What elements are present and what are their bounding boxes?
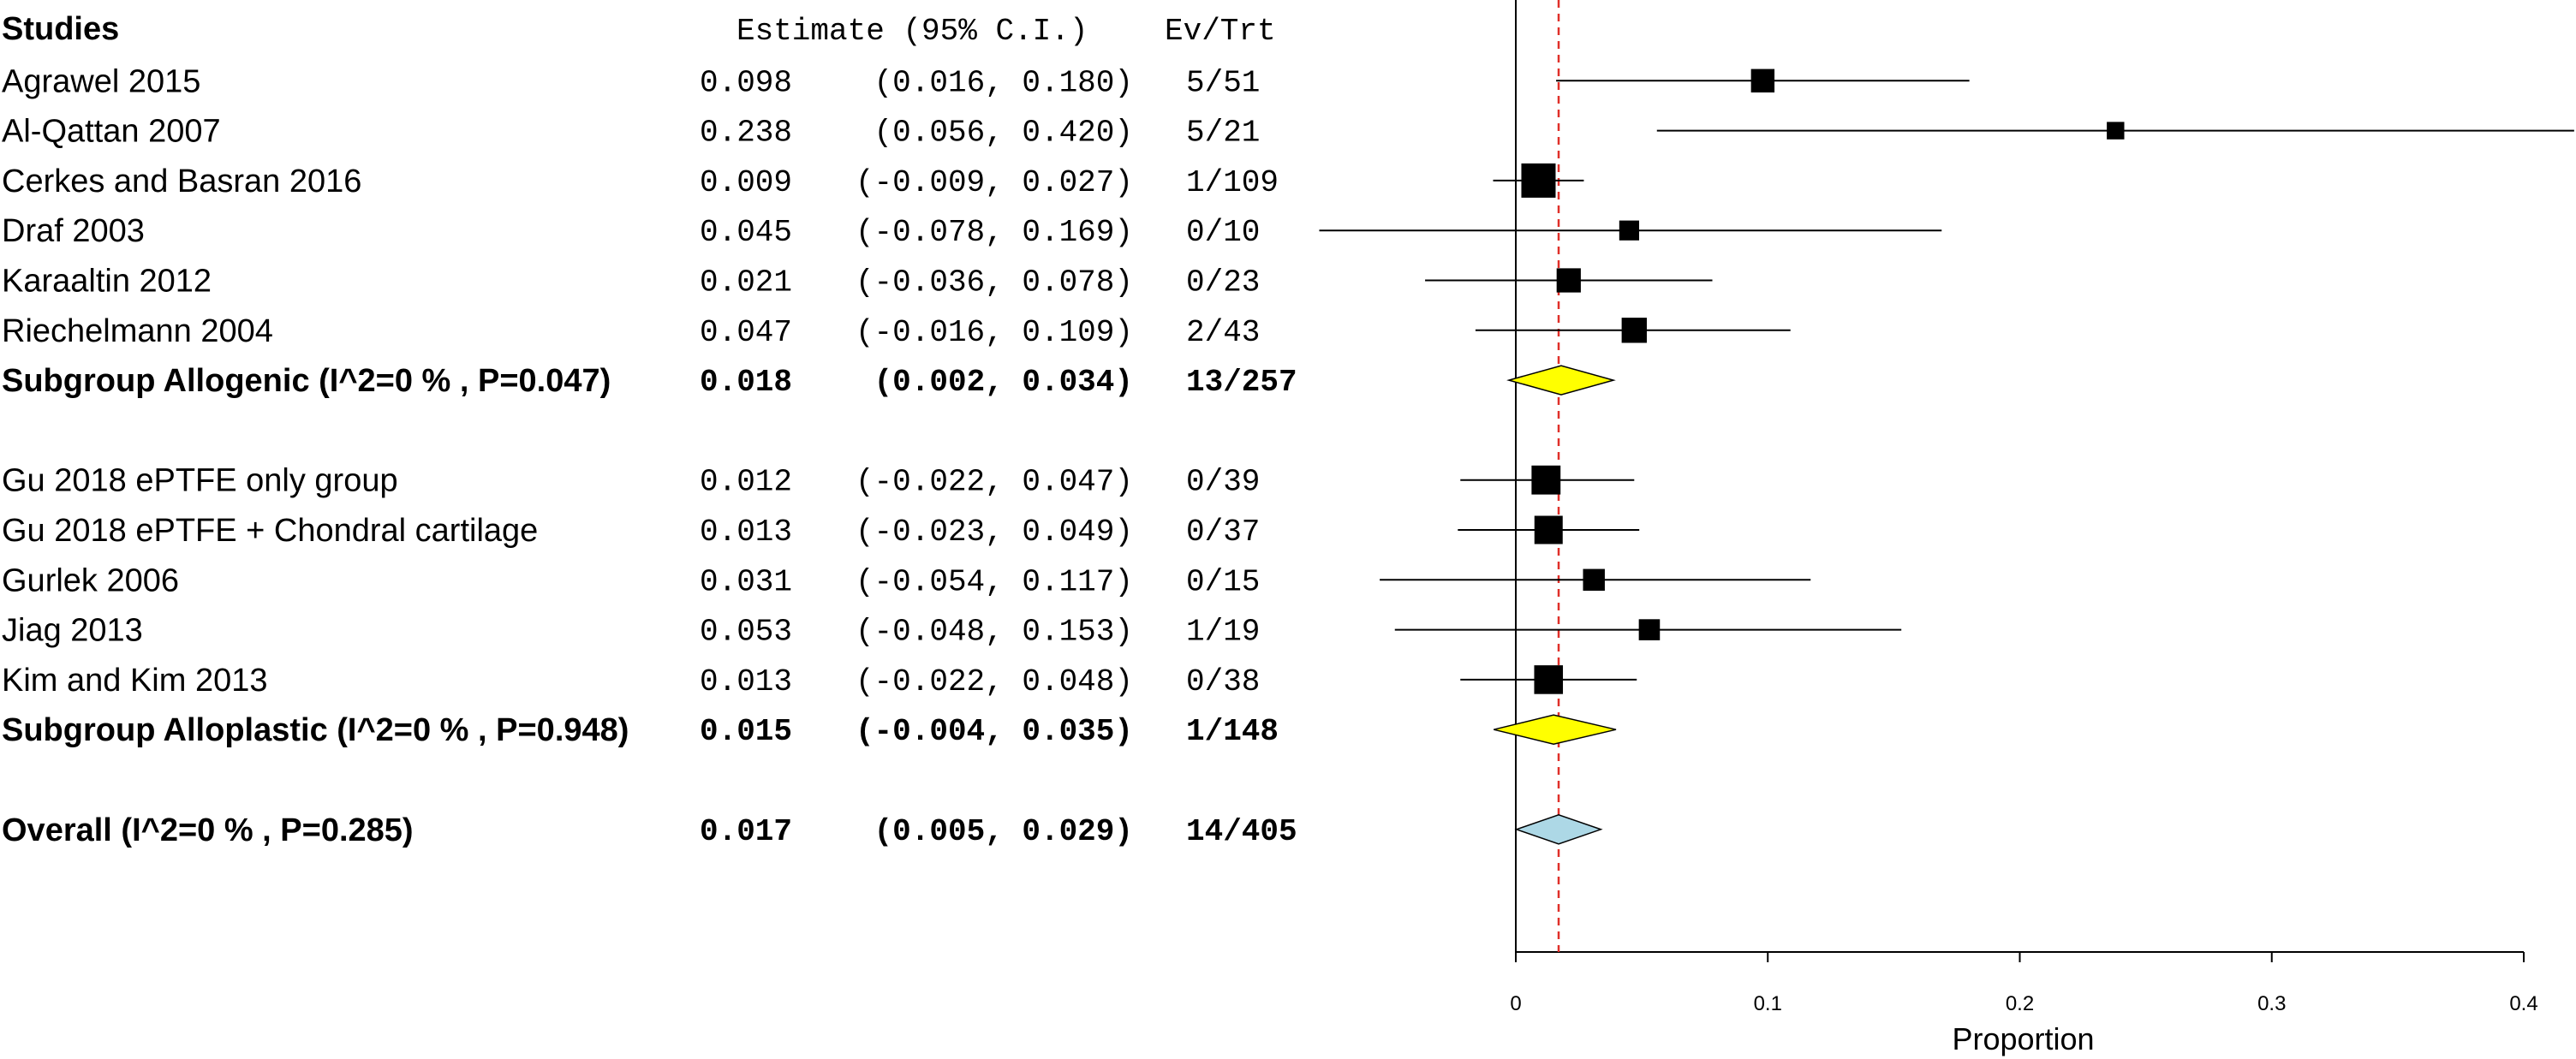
row-label: Draf 2003	[2, 213, 145, 249]
row-ci: (-0.016, 0.109)	[856, 315, 1133, 350]
row-estimate: 0.012	[700, 465, 792, 500]
row-ci: (-0.048, 0.153)	[856, 615, 1133, 650]
row-estimate: 0.013	[700, 664, 792, 699]
row-label: Agrawel 2015	[2, 63, 200, 99]
row-label: Gu 2018 ePTFE only group	[2, 463, 398, 499]
point-estimate-square	[1556, 268, 1581, 293]
x-ticks: 0 0.1 0.2 0.3 0.4	[1510, 952, 2538, 1015]
row-estimate: 0.015	[700, 714, 792, 749]
row-estimate: 0.098	[700, 65, 792, 100]
row-label: Cerkes and Basran 2016	[2, 164, 361, 199]
subgroup-diamond	[1494, 714, 1617, 745]
study-row: Kim and Kim 2013 0.013 (-0.022, 0.048) 0/38	[2, 663, 1260, 699]
row-estimate: 0.021	[700, 265, 792, 300]
row-evtrt: 2/43	[1186, 315, 1260, 350]
row-estimate: 0.009	[700, 165, 792, 200]
study-row: Al-Qattan 2007 0.238 (0.056, 0.420) 5/21	[2, 114, 1260, 151]
row-evtrt: 0/15	[1186, 564, 1260, 599]
row-ci: (0.016, 0.180)	[874, 65, 1133, 100]
row-label: Gurlek 2006	[2, 562, 179, 598]
row-label: Riechelmann 2004	[2, 313, 273, 349]
row-ci: (-0.054, 0.117)	[856, 564, 1133, 599]
row-evtrt: 0/39	[1186, 465, 1260, 500]
row-ci: (0.005, 0.029)	[874, 814, 1133, 849]
point-estimate-square	[2107, 122, 2125, 140]
subgroup-row: Subgroup Alloplastic (I^2=0 % , P=0.948)…	[2, 712, 1279, 749]
header-evtrt: Ev/Trt	[1165, 14, 1276, 49]
row-evtrt: 0/23	[1186, 265, 1260, 300]
study-row: Gurlek 2006 0.031 (-0.054, 0.117) 0/15	[2, 562, 1260, 599]
row-estimate: 0.017	[700, 814, 792, 849]
row-evtrt: 1/109	[1186, 165, 1279, 200]
point-estimate-square	[1531, 465, 1561, 495]
point-estimate-square	[1534, 515, 1563, 544]
study-row: Cerkes and Basran 2016 0.009 (-0.009, 0.02…	[2, 164, 1279, 200]
row-estimate: 0.238	[700, 116, 792, 151]
rows-table: Agrawel 2015 0.098 (0.016, 0.180) 5/51 Al-Qa…	[2, 63, 1297, 849]
row-estimate: 0.031	[700, 564, 792, 599]
row-ci: (-0.022, 0.047)	[856, 465, 1133, 500]
row-evtrt: 0/37	[1186, 515, 1260, 550]
row-evtrt: 13/257	[1186, 365, 1297, 400]
study-row: Gu 2018 ePTFE only group 0.012 (-0.022, 0.…	[2, 463, 1260, 500]
row-ci: (0.002, 0.034)	[874, 365, 1133, 400]
header-studies: Studies	[2, 11, 119, 47]
study-row: Jiag 2013 0.053 (-0.048, 0.153) 1/19	[2, 613, 1260, 650]
study-row: Draf 2003 0.045 (-0.078, 0.169) 0/10	[2, 213, 1260, 250]
point-estimate-square	[1534, 665, 1564, 694]
table-header: Studies Estimate (95% C.I.) Ev/Trt	[2, 11, 1276, 49]
x-tick-label: 0.1	[1754, 992, 1782, 1015]
row-estimate: 0.018	[700, 365, 792, 400]
row-label: Gu 2018 ePTFE + Chondral cartilage	[2, 513, 538, 549]
row-evtrt: 0/10	[1186, 215, 1260, 250]
row-ci: (-0.036, 0.078)	[856, 265, 1133, 300]
x-axis-label: Proportion	[1952, 1021, 2094, 1056]
row-label: Subgroup Alloplastic (I^2=0 % , P=0.948)	[2, 712, 629, 748]
x-tick-label: 0	[1510, 992, 1521, 1015]
row-estimate: 0.047	[700, 315, 792, 350]
study-row: Agrawel 2015 0.098 (0.016, 0.180) 5/51	[2, 63, 1260, 100]
row-ci: (-0.004, 0.035)	[856, 714, 1133, 749]
row-ci: (-0.023, 0.049)	[856, 515, 1133, 550]
row-estimate: 0.013	[700, 515, 792, 550]
row-label: Subgroup Allogenic (I^2=0 % , P=0.047)	[2, 363, 611, 399]
row-ci: (-0.078, 0.169)	[856, 215, 1133, 250]
row-evtrt: 0/38	[1186, 664, 1260, 699]
row-ci: (-0.022, 0.048)	[856, 664, 1133, 699]
overall-row: Overall (I^2=0 % , P=0.285) 0.017 (0.005, …	[2, 812, 1297, 849]
row-evtrt: 5/51	[1186, 65, 1260, 100]
study-row: Karaaltin 2012 0.021 (-0.036, 0.078) 0/23	[2, 264, 1260, 300]
point-estimate-square	[1521, 163, 1556, 198]
row-label: Jiag 2013	[2, 613, 143, 649]
x-tick-label: 0.3	[2257, 992, 2286, 1015]
x-tick-label: 0.4	[2509, 992, 2537, 1015]
row-label: Karaaltin 2012	[2, 264, 212, 300]
row-evtrt: 5/21	[1186, 116, 1260, 151]
row-label: Overall (I^2=0 % , P=0.285)	[2, 812, 414, 848]
subgroup-diamond	[1506, 365, 1616, 396]
study-row: Gu 2018 ePTFE + Chondral cartilage 0.013 (…	[2, 513, 1260, 550]
row-estimate: 0.045	[700, 215, 792, 250]
point-estimate-square	[1583, 568, 1605, 592]
point-estimate-square	[1750, 68, 1775, 92]
row-label: Kim and Kim 2013	[2, 663, 268, 699]
point-estimate-square	[1619, 220, 1640, 241]
row-ci: (0.056, 0.420)	[874, 116, 1133, 151]
study-row: Riechelmann 2004 0.047 (-0.016, 0.109) 2/43	[2, 313, 1260, 350]
row-estimate: 0.053	[700, 615, 792, 650]
subgroup-row: Subgroup Allogenic (I^2=0 % , P=0.047) 0.…	[2, 363, 1297, 400]
point-estimate-square	[1638, 619, 1661, 640]
marks	[1319, 68, 2574, 845]
row-ci: (-0.009, 0.027)	[856, 165, 1133, 200]
point-estimate-square	[1621, 318, 1647, 343]
row-evtrt: 14/405	[1186, 814, 1297, 849]
x-tick-label: 0.2	[2006, 992, 2034, 1015]
row-label: Al-Qattan 2007	[2, 114, 221, 150]
header-estimate: Estimate (95% C.I.)	[736, 14, 1088, 49]
row-evtrt: 1/19	[1186, 615, 1260, 650]
plot-area: 0 0.1 0.2 0.3 0.4 Proportion	[1319, 0, 2574, 1056]
row-evtrt: 1/148	[1186, 714, 1279, 749]
overall-diamond	[1514, 814, 1603, 845]
